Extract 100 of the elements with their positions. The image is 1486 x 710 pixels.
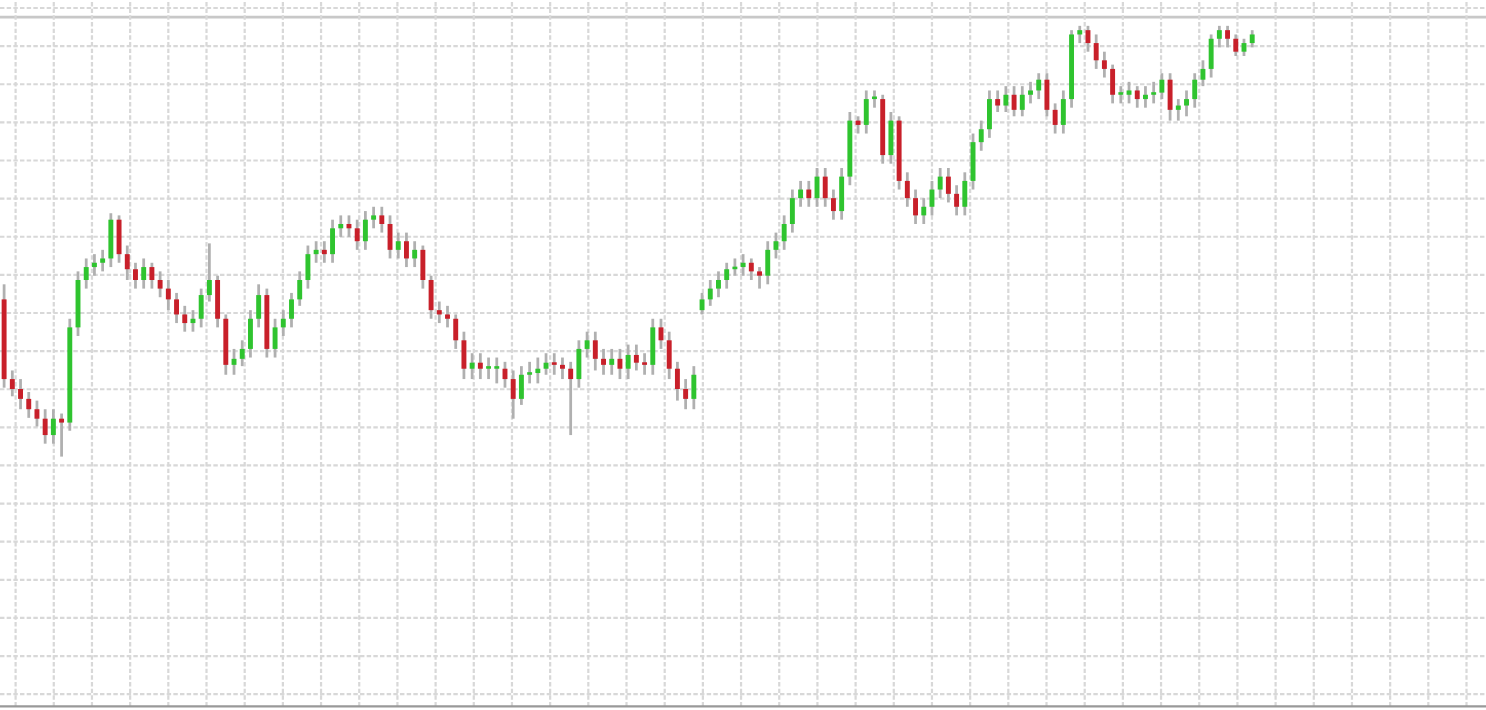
candlestick <box>18 377 23 411</box>
candlestick <box>863 89 869 135</box>
candlestick <box>1126 80 1132 105</box>
candlestick <box>707 278 713 308</box>
candlestick <box>1175 97 1181 122</box>
candlestick <box>305 244 311 290</box>
candlestick <box>198 287 204 329</box>
candlestick <box>1225 24 1231 49</box>
candlestick <box>371 205 377 230</box>
candlestick <box>1192 71 1198 110</box>
candlestick <box>674 360 680 402</box>
candlestick <box>1216 24 1222 49</box>
candlestick <box>494 356 500 385</box>
candlestick <box>1208 33 1214 79</box>
candlestick <box>773 231 779 260</box>
candlestick <box>1184 89 1189 118</box>
candlestick <box>133 261 138 290</box>
candlestick <box>1060 89 1066 135</box>
candlestick <box>748 257 754 282</box>
candlestick <box>551 351 557 377</box>
candlestick <box>330 218 336 265</box>
candlestick <box>412 239 418 269</box>
candlestick <box>642 351 648 377</box>
candlestick <box>584 330 590 359</box>
candlestick <box>601 347 606 377</box>
candlestick <box>42 407 48 446</box>
candlestick <box>1019 84 1025 118</box>
candlestick <box>650 317 656 377</box>
candlestick <box>362 209 368 252</box>
candlestick <box>486 356 492 381</box>
candlestick <box>691 364 697 411</box>
candlestick <box>633 343 639 372</box>
candlestick <box>190 308 196 334</box>
candlestick <box>297 269 303 308</box>
candlestick <box>1028 80 1033 105</box>
candlestick <box>124 244 130 282</box>
candlestick <box>683 377 689 411</box>
candlestick <box>91 252 97 278</box>
candlestick <box>789 188 795 234</box>
candlestick <box>165 278 171 312</box>
candlestick <box>379 205 385 234</box>
candlestick <box>354 218 360 252</box>
candlestick <box>223 313 229 377</box>
candlestick <box>798 179 804 209</box>
candlestick <box>1167 71 1173 122</box>
candlestick <box>453 313 459 351</box>
candlestick <box>436 300 442 325</box>
candlestick <box>34 399 40 428</box>
candlestick <box>839 166 845 222</box>
candlestick <box>239 338 245 368</box>
candlestick <box>510 369 516 421</box>
candlestick <box>247 308 253 359</box>
candlestick <box>403 231 409 269</box>
candlestick <box>666 330 672 381</box>
candlestick <box>560 356 565 381</box>
candlestick <box>215 274 221 329</box>
candlestick <box>962 170 968 217</box>
candlestick <box>978 119 984 153</box>
candlestick <box>477 351 483 381</box>
candlestick <box>995 89 1001 114</box>
candlestick <box>9 369 15 398</box>
candlestick <box>461 330 467 381</box>
candlestick <box>256 282 262 329</box>
candlestick <box>313 239 319 265</box>
candlestick <box>1044 71 1050 118</box>
candlestick <box>576 338 582 390</box>
candlestick <box>625 343 631 381</box>
candlestick <box>1233 33 1239 58</box>
candlestick <box>445 304 450 329</box>
candlestick <box>518 364 524 407</box>
candlestick <box>609 347 615 377</box>
candlestick <box>822 166 828 209</box>
candlestick <box>141 257 147 290</box>
candlestick <box>395 231 401 260</box>
candlestick <box>954 183 960 217</box>
candlestick <box>108 211 114 269</box>
candlestick <box>289 291 294 329</box>
candlestick <box>1151 80 1157 105</box>
candlestick <box>83 257 89 290</box>
candlestick <box>527 360 533 385</box>
candlestick <box>272 317 278 359</box>
candlestick <box>321 239 327 265</box>
candlestick <box>174 291 179 325</box>
candlestick <box>1200 58 1206 88</box>
candlestick <box>592 330 598 372</box>
candlestick <box>338 213 344 239</box>
candlestick <box>149 261 155 290</box>
candlestick <box>1036 71 1042 101</box>
candlestick <box>1159 71 1165 101</box>
candlestick <box>1003 84 1009 114</box>
candlestick <box>280 308 286 338</box>
candlestick <box>1142 84 1148 110</box>
candlestick <box>157 269 163 299</box>
candlestick <box>765 239 771 286</box>
candlestick <box>1101 50 1107 79</box>
candlestick <box>420 244 426 290</box>
candlestick <box>428 274 434 321</box>
candlestick <box>913 188 919 226</box>
candlestick <box>872 89 877 110</box>
candlestick <box>469 351 475 381</box>
